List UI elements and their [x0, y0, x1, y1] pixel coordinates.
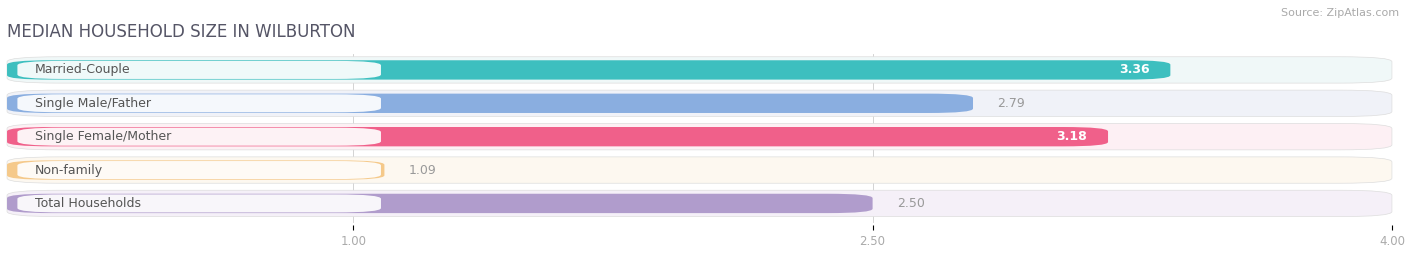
- Text: 3.18: 3.18: [1056, 130, 1087, 143]
- FancyBboxPatch shape: [7, 127, 1108, 146]
- FancyBboxPatch shape: [17, 94, 381, 112]
- FancyBboxPatch shape: [17, 194, 381, 213]
- Text: 1.09: 1.09: [409, 163, 436, 177]
- Text: Married-Couple: Married-Couple: [35, 64, 131, 76]
- Text: 3.36: 3.36: [1119, 64, 1150, 76]
- FancyBboxPatch shape: [7, 160, 384, 180]
- FancyBboxPatch shape: [7, 90, 1392, 117]
- Text: 2.79: 2.79: [997, 97, 1025, 110]
- FancyBboxPatch shape: [7, 60, 1170, 80]
- Text: Non-family: Non-family: [35, 163, 103, 177]
- Text: Single Male/Father: Single Male/Father: [35, 97, 150, 110]
- FancyBboxPatch shape: [7, 157, 1392, 183]
- Text: Source: ZipAtlas.com: Source: ZipAtlas.com: [1281, 8, 1399, 18]
- FancyBboxPatch shape: [7, 94, 973, 113]
- FancyBboxPatch shape: [7, 124, 1392, 150]
- Text: 2.50: 2.50: [897, 197, 925, 210]
- FancyBboxPatch shape: [7, 57, 1392, 83]
- FancyBboxPatch shape: [7, 190, 1392, 217]
- Text: Single Female/Mother: Single Female/Mother: [35, 130, 172, 143]
- FancyBboxPatch shape: [7, 194, 873, 213]
- FancyBboxPatch shape: [17, 161, 381, 179]
- FancyBboxPatch shape: [17, 128, 381, 146]
- Text: Total Households: Total Households: [35, 197, 141, 210]
- Text: MEDIAN HOUSEHOLD SIZE IN WILBURTON: MEDIAN HOUSEHOLD SIZE IN WILBURTON: [7, 23, 356, 41]
- FancyBboxPatch shape: [17, 61, 381, 79]
